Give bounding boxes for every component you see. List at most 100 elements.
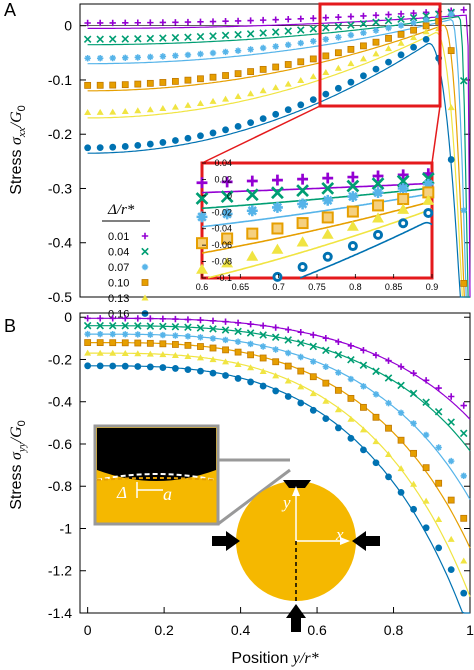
a-ytick-label: -0.2 bbox=[48, 126, 72, 142]
a-point bbox=[197, 75, 204, 83]
a-point bbox=[296, 26, 305, 34]
a-point bbox=[146, 140, 154, 148]
a-point bbox=[247, 119, 255, 127]
a-point bbox=[372, 18, 380, 27]
b-point bbox=[134, 331, 141, 338]
a-point bbox=[159, 139, 167, 146]
inset-curve-0.10 bbox=[201, 200, 433, 254]
a-point bbox=[309, 55, 317, 63]
b-point bbox=[259, 354, 267, 362]
a-point bbox=[410, 9, 417, 17]
b-point bbox=[334, 351, 343, 359]
a-point bbox=[234, 93, 242, 100]
b-point bbox=[159, 340, 167, 348]
b-point bbox=[409, 389, 418, 398]
a-point bbox=[272, 84, 280, 91]
a-point bbox=[385, 24, 392, 32]
legend-marker-0.13 bbox=[141, 294, 149, 301]
inset-ytick-label: -0.02 bbox=[211, 207, 232, 217]
a-point bbox=[146, 34, 155, 43]
a-point bbox=[184, 101, 192, 108]
a-point bbox=[259, 44, 267, 52]
a-point bbox=[309, 25, 318, 33]
b-point bbox=[84, 349, 92, 356]
b-point bbox=[147, 315, 154, 322]
b-point bbox=[410, 480, 418, 487]
ylabel-a-sub: xx bbox=[16, 127, 28, 138]
inset-curve-0.16 bbox=[299, 221, 433, 279]
a-point bbox=[322, 69, 330, 76]
zoom-box bbox=[318, 2, 442, 108]
b-ytick-label: 0 bbox=[64, 309, 72, 325]
inset-point bbox=[372, 170, 384, 182]
b-point bbox=[322, 397, 330, 404]
a-point bbox=[272, 63, 280, 71]
a-point bbox=[459, 76, 468, 85]
b-point bbox=[134, 315, 141, 322]
a-point bbox=[359, 55, 367, 62]
inset-point bbox=[296, 236, 309, 247]
a-point bbox=[134, 142, 142, 149]
inset-curve-0.04 bbox=[201, 187, 433, 210]
b-point bbox=[334, 424, 342, 432]
b-point bbox=[309, 406, 317, 414]
b-point bbox=[435, 544, 443, 552]
b-point bbox=[359, 361, 368, 369]
a-point bbox=[322, 14, 330, 21]
b-point bbox=[121, 339, 129, 347]
a-ytick-label: -0.3 bbox=[48, 180, 72, 196]
a-point bbox=[347, 31, 355, 39]
b-point bbox=[121, 322, 130, 330]
a-point bbox=[184, 18, 192, 26]
b-point bbox=[196, 324, 205, 332]
legend-label-0.04: 0.04 bbox=[108, 247, 129, 259]
b-point bbox=[109, 339, 117, 347]
b-point bbox=[297, 399, 305, 407]
b-point bbox=[309, 342, 318, 351]
b-point bbox=[96, 362, 104, 370]
inset-point bbox=[297, 173, 309, 185]
a-point bbox=[397, 10, 405, 18]
b-ytick-label: -0.8 bbox=[48, 478, 72, 494]
b-point bbox=[184, 323, 192, 332]
b-point bbox=[285, 349, 292, 357]
b-point bbox=[246, 329, 255, 337]
a-point bbox=[209, 32, 217, 40]
a-point bbox=[96, 19, 104, 27]
a-point bbox=[297, 39, 304, 47]
b-point bbox=[360, 383, 367, 390]
a-point bbox=[385, 11, 392, 18]
inset-point bbox=[221, 176, 233, 188]
a-point bbox=[297, 58, 305, 66]
b-point bbox=[172, 341, 179, 348]
b-point bbox=[372, 391, 380, 398]
b-point bbox=[435, 444, 442, 451]
b-point bbox=[335, 369, 342, 376]
legend-label-0.07: 0.07 bbox=[108, 262, 129, 274]
a-point bbox=[360, 12, 367, 20]
b-point bbox=[171, 351, 179, 358]
a-point bbox=[172, 137, 179, 144]
b-point bbox=[209, 317, 217, 325]
b-point bbox=[422, 497, 430, 504]
a-point bbox=[360, 72, 367, 80]
a-point bbox=[310, 38, 317, 45]
b-point bbox=[222, 346, 229, 354]
inset-point bbox=[422, 178, 434, 190]
a-point bbox=[372, 27, 380, 34]
b-point bbox=[347, 434, 355, 442]
b-point bbox=[460, 402, 467, 409]
a-point bbox=[234, 70, 242, 78]
b-point bbox=[272, 372, 280, 379]
inset-curve-0.13 bbox=[207, 208, 433, 279]
inset-xtick-label: 0.65 bbox=[232, 282, 250, 292]
b-point bbox=[147, 331, 154, 338]
b-point bbox=[234, 327, 242, 336]
inset-point bbox=[271, 243, 284, 254]
b-point bbox=[447, 566, 455, 574]
a-point bbox=[372, 38, 380, 46]
inset-xtick-label: 0.75 bbox=[308, 282, 326, 292]
schematic-contact-arc bbox=[96, 473, 217, 481]
inset-point bbox=[322, 194, 334, 206]
b-point bbox=[209, 369, 217, 377]
